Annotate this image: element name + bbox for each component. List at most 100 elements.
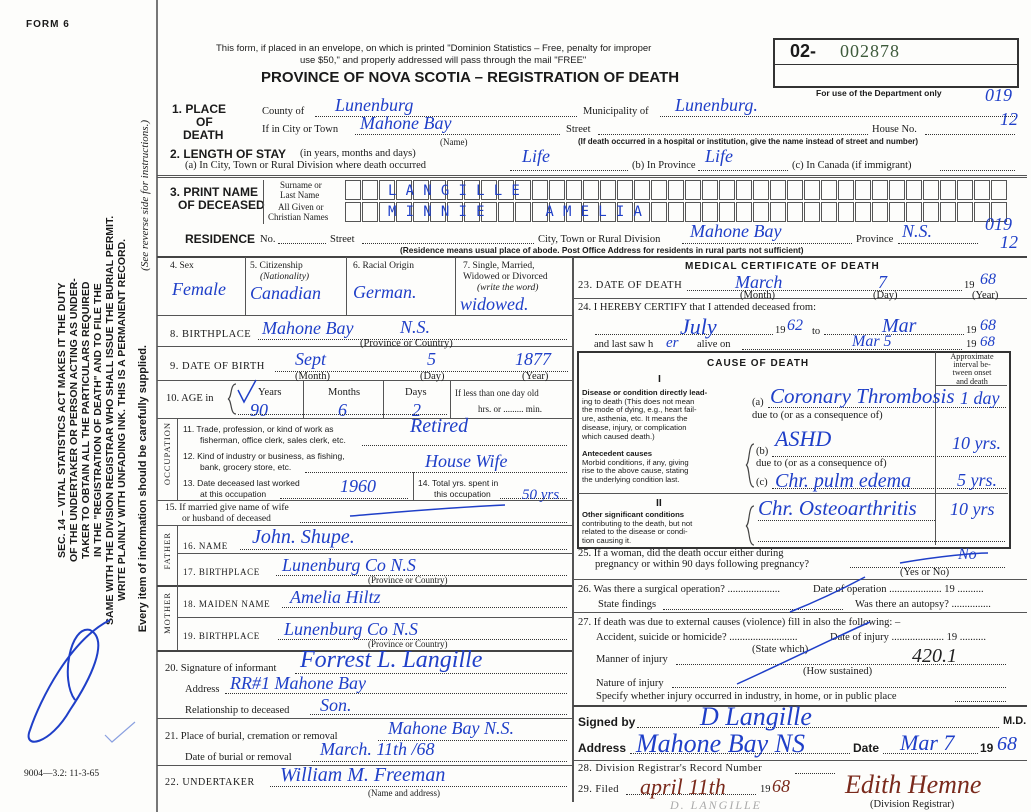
name-letter-box — [685, 180, 701, 200]
months-label: Months — [328, 387, 361, 398]
name-letter-box — [447, 202, 463, 222]
name-letter-box — [923, 180, 939, 200]
name-letter-box — [651, 202, 667, 222]
name-letter-box — [566, 202, 582, 222]
age-label: 10. AGE in — [166, 393, 214, 404]
filed-date-value: april 11th — [640, 774, 726, 799]
citizenship-value: Canadian — [250, 283, 322, 303]
last-saw-label: and last saw h — [594, 339, 654, 350]
physician-signature: D Langille — [700, 702, 812, 731]
year-note: (Year) — [972, 290, 999, 301]
name-letter-box — [736, 202, 752, 222]
name-letter-box — [719, 180, 735, 200]
marital-status-value: widowed. — [460, 294, 529, 314]
name-letter-box — [770, 202, 786, 222]
name-letter-box — [889, 180, 905, 200]
medical-certificate-title: MEDICAL CERTIFICATE OF DEATH — [685, 261, 880, 272]
print-name-label: 3. PRINT NAME — [170, 185, 259, 199]
burial-date-label: Date of burial or removal — [185, 752, 292, 763]
name-letter-box — [838, 202, 854, 222]
name-note: (Name) — [440, 137, 468, 147]
name-letter-box — [396, 180, 412, 200]
burial-date-value: March. 11th /68 — [320, 739, 435, 759]
name-letter-box — [481, 202, 497, 222]
name-letter-box — [974, 202, 990, 222]
informant-address-value: RR#1 Mahone Bay — [230, 673, 366, 693]
residence-province-label: Province — [856, 234, 894, 245]
spouse-label: or husband of deceased — [182, 514, 271, 524]
department-use-label: For use of the Department only — [816, 88, 942, 98]
death-year-value: 68 — [980, 271, 996, 288]
stay-city-label: (a) In City, Town or Rural Division wher… — [185, 160, 426, 171]
name-letter-box — [566, 180, 582, 200]
surname-label: Surname or — [280, 180, 322, 190]
external-causes-strike — [736, 621, 871, 685]
name-letter-box — [362, 180, 378, 200]
trade-label: 11. Trade, profession, or kind of work a… — [183, 424, 334, 434]
divider — [177, 553, 572, 554]
manner-label: Manner of injury — [596, 654, 668, 665]
year-prefix: 19 — [775, 325, 786, 336]
divider — [157, 175, 1027, 178]
name-letter-box — [600, 180, 616, 200]
undertaker-label: 22. UNDERTAKER — [165, 777, 255, 788]
column-divider — [572, 257, 574, 802]
name-letter-box — [991, 180, 1007, 200]
marital-status-label: Widowed or Divorced — [463, 272, 548, 282]
house-number-label: House No. — [872, 124, 917, 135]
trade-label: fisherman, office clerk, sales clerk, et… — [200, 435, 346, 445]
county-label: County of — [262, 106, 305, 117]
name-letter-box — [345, 180, 361, 200]
month-note: (Month) — [740, 290, 775, 301]
divider — [245, 257, 246, 315]
surgery-strike — [789, 576, 866, 613]
classification-code: 420.1 — [912, 645, 957, 667]
name-letter-box — [362, 202, 378, 222]
divider — [383, 380, 384, 418]
due-to-label: due to (or as a consequence of) — [756, 458, 887, 469]
attended-from-year: 62 — [787, 317, 803, 334]
name-letter-box — [379, 180, 395, 200]
filed-year-value: 68 — [772, 776, 790, 796]
residence-city-label: City, Town or Rural Division — [538, 234, 661, 245]
name-letter-box — [668, 202, 684, 222]
racial-origin-label: 6. Racial Origin — [353, 261, 414, 271]
age-check-mark — [237, 379, 257, 404]
name-letter-box — [855, 180, 871, 200]
divider — [177, 418, 178, 500]
racial-origin-value: German. — [353, 282, 417, 302]
industry-label: bank, grocery store, etc. — [200, 462, 292, 472]
hours-minutes-label: hrs. or ......... min. — [478, 404, 542, 414]
dob-day-value: 5 — [427, 349, 436, 369]
name-letter-box — [702, 202, 718, 222]
stay-canada-label: (c) In Canada (if immigrant) — [792, 160, 912, 171]
other-conditions-brace — [745, 505, 755, 546]
name-letter-box — [430, 180, 446, 200]
registration-number: 002878 — [840, 41, 900, 61]
informant-address-label: Address — [185, 684, 220, 695]
total-years-label: this occupation — [434, 489, 491, 499]
name-letter-box — [583, 202, 599, 222]
divider — [157, 346, 572, 347]
father-name-value: John. Shupe. — [252, 526, 355, 548]
sex-label: 4. Sex — [170, 261, 194, 271]
days-label: Days — [405, 387, 427, 398]
name-letter-box — [345, 202, 361, 222]
year-prefix: 19 — [760, 784, 771, 795]
month-note: (Month) — [295, 371, 330, 382]
province-note: (Province or Country) — [368, 575, 448, 585]
burial-place-label: 21. Place of burial, cremation or remova… — [165, 731, 338, 742]
attended-to-month: Mar — [882, 315, 917, 337]
divider — [578, 493, 1008, 494]
year-note: (Year) — [522, 371, 549, 382]
father-name-label: 16. NAME — [183, 541, 228, 551]
divider — [177, 617, 572, 618]
name-letter-box — [906, 202, 922, 222]
father-birthplace-value: Lunenburg Co N.S — [282, 555, 416, 575]
divider — [573, 298, 1027, 299]
death-day-value: 7 — [878, 272, 887, 292]
name-letter-box — [702, 180, 718, 200]
name-letter-box — [583, 180, 599, 200]
name-letter-box — [940, 180, 956, 200]
